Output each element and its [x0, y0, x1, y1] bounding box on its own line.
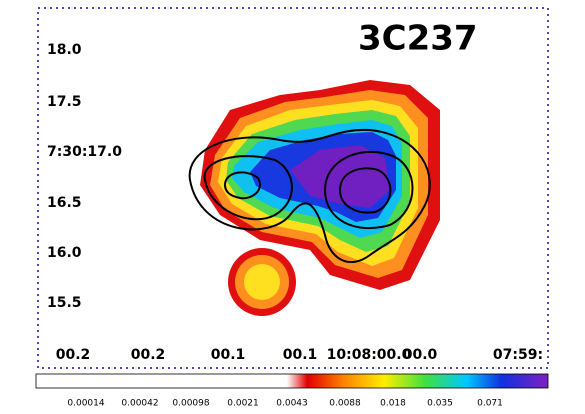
colorbar-label: 0.00014 — [67, 399, 104, 409]
y-tick-label: 16.0 — [47, 245, 82, 261]
colorbar — [35, 373, 549, 389]
y-tick-label: 18.0 — [47, 42, 82, 58]
x-tick-label: 00.0 — [403, 347, 438, 363]
x-tick-label: 00.1 — [211, 347, 246, 363]
x-tick-label: 10:08:00.0 — [327, 347, 412, 363]
colorbar-label: 0.018 — [380, 399, 406, 409]
x-tick-label: 07:59: — [493, 347, 543, 363]
colorbar-label: 0.0088 — [329, 399, 361, 409]
colorbar-label: 0.035 — [427, 399, 453, 409]
y-tick-label: 16.5 — [47, 195, 82, 211]
title: 3C237 — [358, 19, 478, 59]
colorbar-label: 0.00098 — [172, 399, 209, 409]
y-tick-label: 17.5 — [47, 94, 82, 110]
colorbar-label: 0.00042 — [121, 399, 158, 409]
colorbar-label: 0.0043 — [276, 399, 308, 409]
y-tick-label: 15.5 — [47, 295, 82, 311]
contours — [188, 128, 431, 264]
colorbar-label: 0.071 — [477, 399, 503, 409]
y-tick-label: 7:30:17.0 — [47, 144, 122, 160]
x-tick-label: 00.2 — [56, 347, 91, 363]
colorbar-label: 0.0021 — [227, 399, 259, 409]
x-tick-label: 00.1 — [283, 347, 318, 363]
x-tick-label: 00.2 — [131, 347, 166, 363]
